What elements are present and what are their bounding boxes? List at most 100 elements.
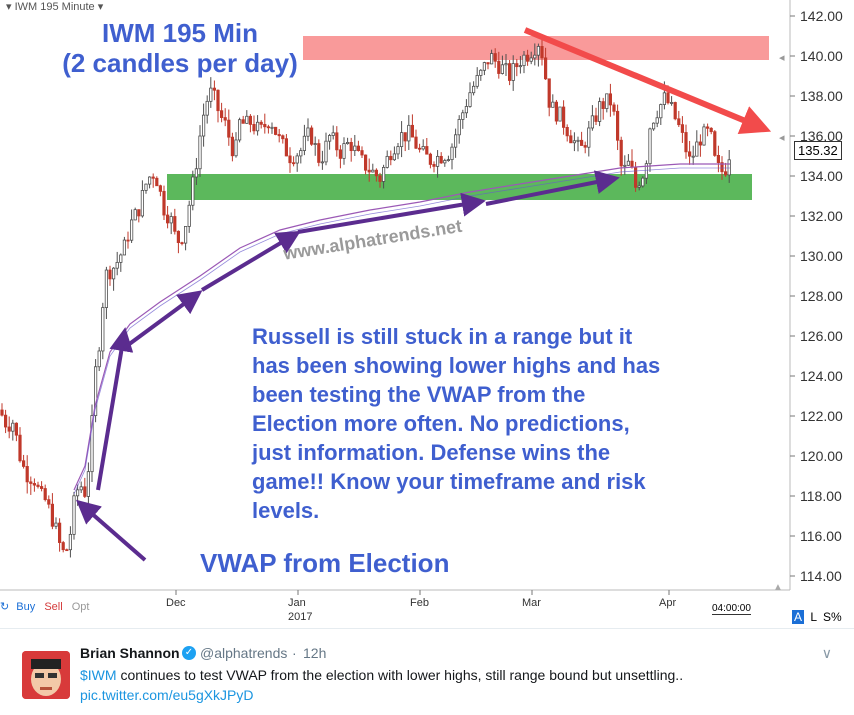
tweet-time[interactable]: 12h xyxy=(303,645,327,661)
candle-body xyxy=(194,168,198,178)
candle-body xyxy=(335,132,339,151)
auto-scale-button[interactable]: A xyxy=(792,610,805,624)
chart-panel[interactable]: 114.00 116.00 118.00 120.00 122.00 124.00 126.… xyxy=(0,0,854,628)
log-scale-button[interactable]: L xyxy=(810,610,817,624)
candle-body xyxy=(641,177,645,187)
candle-body xyxy=(320,161,325,164)
candlestick-chart[interactable]: 114.00 116.00 118.00 120.00 122.00 124.00 126.… xyxy=(0,0,854,628)
ticker-label: ▾ IWM 195 Minute ▾ xyxy=(6,1,104,13)
candle-body xyxy=(644,163,649,179)
candle-body xyxy=(54,522,58,527)
candle-body xyxy=(572,140,577,144)
candle-body xyxy=(313,143,317,145)
lower-highs-arrow xyxy=(523,27,772,134)
candle-body xyxy=(180,242,184,245)
chevron-down-icon[interactable]: ▾ xyxy=(6,1,12,13)
candle-body xyxy=(515,63,519,68)
opt-button[interactable]: Opt xyxy=(71,601,90,613)
chevron-down-icon[interactable]: ∨ xyxy=(821,645,832,661)
tweet-author-handle[interactable]: @alphatrends xyxy=(200,645,288,661)
candle-body xyxy=(101,307,105,352)
candle-body xyxy=(58,522,62,543)
candle-body xyxy=(151,176,155,179)
candle-body xyxy=(698,141,703,146)
refresh-icon[interactable]: ↻ xyxy=(0,601,10,613)
buy-button[interactable]: Buy xyxy=(16,601,36,613)
x-tick-label: Dec xyxy=(166,597,186,609)
candle-body xyxy=(396,146,400,155)
candle-body xyxy=(522,54,526,67)
verified-badge-icon: ✓ xyxy=(182,646,196,660)
vwap-label: VWAP from Election xyxy=(200,548,450,578)
tweet-card[interactable]: Brian Shannon ✓ @alphatrends · 12h $IWM … xyxy=(0,628,854,715)
candle-body xyxy=(363,154,368,171)
candle-body xyxy=(205,100,209,116)
candle-body xyxy=(666,92,670,104)
candle-body xyxy=(601,101,605,109)
candle-body xyxy=(471,85,476,94)
y-tick-label: 124.00 xyxy=(800,368,843,384)
candle-body xyxy=(536,46,541,56)
scroll-up-icon: ▲ xyxy=(773,582,783,593)
year-label: 2017 xyxy=(288,611,312,623)
percent-scale-button[interactable]: S% xyxy=(822,610,842,624)
candle-body xyxy=(407,124,411,142)
tweet-media-link[interactable]: pic.twitter.com/eu5gXkJPyD xyxy=(80,687,254,703)
candle-body xyxy=(317,143,321,163)
candle-body xyxy=(122,239,126,256)
candle-body xyxy=(727,159,731,176)
candle-body xyxy=(245,115,249,124)
annotation-arrow xyxy=(96,327,134,491)
candle-body xyxy=(277,134,281,137)
candle-body xyxy=(79,486,83,491)
candle-body xyxy=(4,414,8,428)
avatar-face-icon xyxy=(22,651,70,699)
candle-body xyxy=(126,239,130,242)
y-tick-label: 134.00 xyxy=(800,168,843,184)
candle-body xyxy=(191,176,195,206)
candle-body xyxy=(608,93,613,106)
candle-body xyxy=(389,155,393,161)
chevron-down-icon[interactable]: ▾ xyxy=(97,1,104,13)
candle-body xyxy=(36,484,40,487)
candle-body xyxy=(551,101,555,108)
candle-body xyxy=(201,114,206,137)
candle-body xyxy=(547,78,551,108)
candle-body xyxy=(299,150,303,157)
candle-body xyxy=(50,503,55,527)
annotation-line: been testing the VWAP from the xyxy=(252,382,586,407)
candle-body xyxy=(367,169,371,173)
candle-body xyxy=(489,53,494,65)
annotation-line: Election more often. No predictions, xyxy=(252,411,630,436)
candle-body xyxy=(670,102,674,104)
candle-body xyxy=(720,162,724,173)
candle-body xyxy=(281,135,285,140)
candle-body xyxy=(25,466,29,483)
candle-body xyxy=(32,483,37,486)
cashtag-link[interactable]: $IWM xyxy=(80,667,117,683)
candle-body xyxy=(562,106,566,128)
candle-body xyxy=(428,153,433,165)
candle-body xyxy=(655,117,659,124)
chart-title: IWM 195 Min (2 candles per day) xyxy=(40,18,320,78)
candle-body xyxy=(353,145,357,152)
candle-body xyxy=(230,136,234,157)
candle-body xyxy=(227,119,231,138)
candle-body xyxy=(119,254,123,263)
candle-body xyxy=(486,62,490,65)
candle-body xyxy=(619,139,623,167)
y-tick-label: 114.00 xyxy=(800,568,842,584)
candle-body xyxy=(598,101,602,122)
annotation-line: just information. Defense wins the xyxy=(252,440,611,465)
candle-body xyxy=(468,92,472,107)
annotation-text: Russell is still stuck in a range but it… xyxy=(252,322,732,525)
avatar[interactable] xyxy=(22,651,70,699)
candle-body xyxy=(504,63,508,66)
candle-body xyxy=(724,171,728,176)
tweet-author-name[interactable]: Brian Shannon xyxy=(80,645,180,661)
annotation-line: Russell is still stuck in a range but it xyxy=(252,324,633,349)
sell-button[interactable]: Sell xyxy=(44,601,63,613)
y-tick-label: 118.00 xyxy=(800,488,842,504)
candle-body xyxy=(112,267,116,280)
candle-body xyxy=(266,126,271,129)
